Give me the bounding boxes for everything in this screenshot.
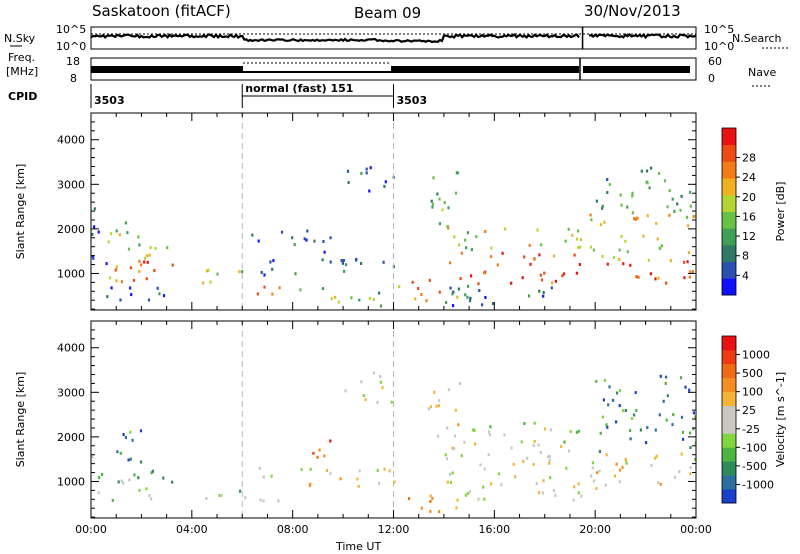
power-colorbar-segment [722, 261, 736, 279]
velocity-colorbar-tick: -25 [742, 423, 760, 436]
velocity-colorbar-segment [722, 433, 736, 448]
power-colorbar-segment [722, 178, 736, 196]
nave-tick-bottom: 0 [708, 72, 715, 85]
nsky-tick-top: 10^5 [56, 23, 86, 36]
velocity-colorbar-segment [722, 363, 736, 379]
power-colorbar-segment [722, 244, 736, 262]
beam-label: Beam 09 [354, 4, 421, 22]
freq-panel: Freq. [MHz] 18 8 60 0 Nave [6, 51, 776, 87]
date-label: 30/Nov/2013 [584, 2, 681, 20]
power-colorbar-tick: 16 [742, 210, 756, 223]
nsearch-tick-top: 10^5 [704, 23, 734, 36]
power-y-tick: 1000 [57, 267, 85, 280]
velocity-colorbar-tick: 100 [742, 386, 763, 399]
nsky-panel: N.Sky 10^5 10^0 10^5 10^0 N.Search [4, 23, 790, 53]
power-y-tick: 4000 [57, 134, 85, 147]
power-colorbar-tick: 24 [742, 171, 756, 184]
velocity-frame [90, 320, 697, 519]
velocity-colorbar-tick: -100 [742, 441, 767, 454]
velocity-colorbar-tick: 500 [742, 367, 763, 380]
x-tick-label: 08:00 [277, 523, 309, 536]
velocity-colorbar-segment [722, 349, 736, 365]
power-data [91, 166, 696, 308]
power-colorbar-segment [722, 278, 736, 296]
velocity-y-tick: 2000 [57, 431, 85, 444]
velocity-colorbar-label: Velocity [m s^-1] [774, 372, 787, 467]
nave-tick-top: 60 [708, 55, 722, 68]
power-colorbar-tick: 4 [742, 269, 749, 282]
velocity-panel: 1000 2000 3000 4000 00:00 04:00 08:00 12:00 16:0… [14, 320, 787, 536]
power-panel: 1000 2000 3000 4000 Slant Range [km] 4 8 12 16 20… [14, 112, 787, 311]
velocity-colorbar-segment [722, 419, 736, 434]
power-colorbar-label: Power [dB] [774, 182, 787, 242]
x-tick-label: 12:00 [378, 523, 410, 536]
cpid-segment-label: 3503 [94, 94, 125, 107]
power-colorbar-tick: 20 [742, 191, 756, 204]
velocity-colorbar-segment [722, 391, 736, 406]
velocity-colorbar-segment [722, 489, 736, 504]
velocity-y-label: Slant Range [km] [14, 372, 27, 468]
power-colorbar-segment [722, 228, 736, 246]
velocity-colorbar-tick: -1000 [742, 478, 774, 491]
nave-label: Nave [748, 66, 776, 79]
nsky-trace [90, 32, 697, 44]
x-tick-label: 00:00 [680, 523, 712, 536]
velocity-y-tick: 1000 [57, 475, 85, 488]
x-tick-label: 00:00 [75, 523, 107, 536]
x-tick-label: 16:00 [478, 523, 510, 536]
velocity-colorbar-segment [722, 405, 736, 420]
x-axis-label: Time UT [335, 540, 381, 553]
power-colorbar-tick: 28 [742, 151, 756, 164]
freq-band-2 [243, 71, 391, 73]
velocity-colorbar-segment [722, 475, 736, 490]
cpid-segment-label: normal (fast) 151 [245, 82, 353, 95]
freq-band-3 [391, 66, 579, 73]
freq-band-1 [91, 66, 243, 73]
velocity-colorbar-tick: 1000 [742, 349, 770, 362]
nsearch-tick-bottom: 10^0 [704, 40, 734, 53]
velocity-y-tick: 4000 [57, 342, 85, 355]
power-colorbar-tick: 12 [742, 230, 756, 243]
power-colorbar-tick: 8 [742, 250, 749, 263]
power-colorbar-segment [722, 211, 736, 229]
power-colorbar-segment [722, 144, 736, 162]
velocity-y-tick: 3000 [57, 386, 85, 399]
power-colorbar-segment [722, 194, 736, 212]
freq-tick-top: 18 [66, 55, 80, 68]
velocity-colorbar-tick: 25 [742, 404, 756, 417]
nsearch-label: N.Search [732, 32, 782, 45]
nsky-label: N.Sky [4, 32, 36, 45]
power-colorbar-segment [722, 128, 736, 146]
velocity-colorbar-segment [722, 447, 736, 462]
power-y-tick: 2000 [57, 223, 85, 236]
freq-label-1: Freq. [8, 51, 35, 64]
velocity-colorbar-segment [722, 377, 736, 393]
velocity-colorbar-tick: -500 [742, 460, 767, 473]
x-tick-label: 20:00 [579, 523, 611, 536]
power-y-label: Slant Range [km] [14, 164, 27, 260]
cpid-segment-label: 3503 [397, 94, 428, 107]
freq-label-2: [MHz] [6, 65, 38, 78]
plot-title: Saskatoon (fitACF) [92, 2, 231, 20]
cpid-label: CPID [8, 90, 37, 103]
power-frame [90, 112, 697, 311]
velocity-colorbar-segment [722, 336, 736, 351]
velocity-colorbar-segment [722, 461, 736, 476]
power-y-tick: 3000 [57, 178, 85, 191]
cpid-bar: 3503 normal (fast) 151 3503 [90, 82, 428, 108]
x-tick-label: 04:00 [176, 523, 208, 536]
freq-band-4 [583, 66, 690, 73]
velocity-data [91, 371, 696, 514]
nsky-tick-bottom: 10^0 [56, 40, 86, 53]
power-colorbar-segment [722, 161, 736, 179]
freq-tick-bottom: 8 [70, 72, 77, 85]
